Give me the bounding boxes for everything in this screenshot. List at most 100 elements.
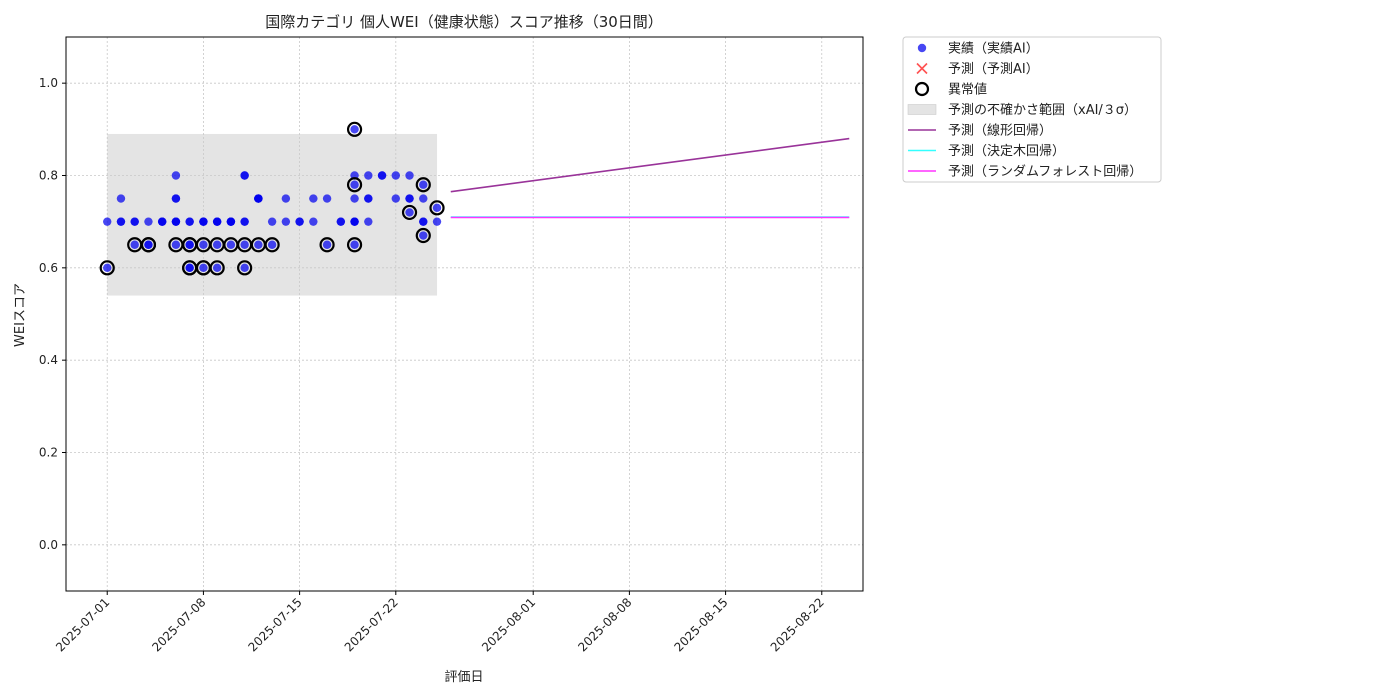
legend-entry-label: 予測の不確かさ範囲（xAI/３σ） — [948, 102, 1137, 118]
actual-point — [419, 231, 428, 240]
x-tick-label: 2025-08-01 — [479, 595, 538, 654]
actual-point — [212, 263, 222, 273]
actual-point — [405, 208, 414, 217]
legend-marker-anomaly — [914, 81, 930, 97]
x-axis: 2025-07-01 2025-07-08 2025-07-15 2025-07-22… — [53, 591, 827, 654]
actual-point — [240, 217, 249, 226]
actual-point — [350, 180, 359, 189]
anomaly-rings-layer — [99, 121, 445, 276]
actual-point — [254, 194, 263, 203]
actual-point — [322, 194, 332, 203]
actual-point — [171, 217, 181, 226]
actual-point — [350, 217, 359, 226]
actual-point — [419, 194, 428, 203]
y-axis-label: WEIスコア — [13, 283, 28, 347]
actual-point — [103, 217, 112, 226]
x-tick-label: 2025-07-15 — [246, 595, 305, 654]
actual-point — [212, 240, 222, 249]
legend-marker-actual — [917, 43, 927, 53]
chart-title: 国際カテゴリ 個人WEI（健康状態）スコア推移（30日間） — [265, 13, 663, 31]
actual-point — [199, 240, 208, 249]
anomaly-ring — [415, 227, 431, 244]
actual-point — [240, 171, 249, 180]
legend-entry-label: 予測（ランダムフォレスト回帰） — [948, 164, 1142, 180]
forecast-line — [450, 137, 850, 193]
anomaly-ring — [237, 260, 253, 276]
x-axis-label: 評価日 — [444, 670, 483, 685]
anomaly-ring — [346, 237, 363, 253]
actual-point — [116, 217, 126, 226]
uncertainty-band-layer — [107, 133, 438, 296]
actual-point — [391, 194, 400, 203]
actual-point — [226, 217, 236, 226]
actual-point — [144, 240, 153, 249]
actual-point — [116, 194, 126, 203]
anomaly-ring — [346, 177, 363, 193]
actual-point — [240, 263, 249, 273]
legend-frame — [902, 36, 1162, 183]
actual-point — [157, 217, 167, 226]
actual-point — [171, 171, 181, 180]
y-tick-label: 0.0 — [39, 538, 58, 552]
legend-entry-label: 予測（決定木回帰） — [948, 143, 1065, 159]
actual-point — [309, 217, 318, 226]
plot-frame — [65, 36, 864, 592]
y-tick-label: 0.6 — [39, 261, 58, 275]
grid-layer — [66, 37, 863, 591]
actual-point — [364, 171, 373, 180]
anomaly-ring — [319, 237, 335, 253]
actual-point — [212, 217, 222, 226]
anomaly-ring — [415, 177, 431, 193]
actual-points-layer — [103, 125, 442, 273]
x-tick-label: 2025-07-01 — [53, 595, 112, 654]
legend-marker-band — [907, 104, 937, 115]
actual-point — [419, 180, 428, 189]
anomaly-ring — [429, 200, 445, 216]
x-tick-label: 2025-08-08 — [575, 595, 634, 654]
plot-area — [65, 36, 864, 592]
actual-point — [295, 217, 304, 226]
y-tick-label: 0.4 — [39, 353, 58, 367]
actual-point — [144, 217, 153, 226]
actual-point — [240, 240, 249, 249]
actual-point — [419, 217, 428, 226]
actual-point — [226, 240, 236, 249]
actual-point — [350, 194, 359, 203]
y-tick-label: 1.0 — [39, 76, 58, 90]
anomaly-ring — [209, 260, 225, 276]
legend-entry-label: 予測（予測AI） — [948, 62, 1039, 77]
anomaly-ring — [99, 260, 115, 276]
forecast-lines-layer — [450, 137, 850, 219]
actual-point — [322, 240, 332, 249]
actual-point — [185, 240, 194, 249]
actual-point — [350, 240, 359, 249]
actual-point — [254, 240, 263, 249]
actual-point — [350, 125, 359, 134]
actual-point — [267, 240, 277, 249]
uncertainty-band — [107, 133, 438, 296]
y-axis: 0.0 0.2 0.4 0.6 0.8 1.0 — [39, 76, 66, 552]
actual-point — [377, 171, 387, 180]
actual-point — [364, 194, 373, 203]
legend-entry-label: 予測（線形回帰） — [948, 123, 1052, 139]
actual-point — [171, 194, 181, 203]
actual-point — [185, 217, 194, 226]
actual-point — [405, 171, 414, 180]
anomaly-ring — [346, 121, 363, 137]
actual-point — [199, 217, 208, 226]
x-tick-label: 2025-08-15 — [671, 595, 730, 654]
y-tick-label: 0.2 — [39, 446, 58, 460]
actual-point — [391, 171, 400, 180]
actual-point — [130, 240, 139, 249]
anomaly-ring — [401, 204, 418, 221]
x-tick-label: 2025-07-22 — [342, 595, 401, 654]
actual-point — [130, 217, 139, 226]
anomaly-ring — [140, 237, 157, 253]
actual-point — [281, 217, 291, 226]
y-tick-label: 0.8 — [39, 169, 58, 183]
actual-point — [432, 203, 442, 213]
anomaly-ring — [264, 237, 280, 253]
actual-point — [364, 217, 373, 226]
